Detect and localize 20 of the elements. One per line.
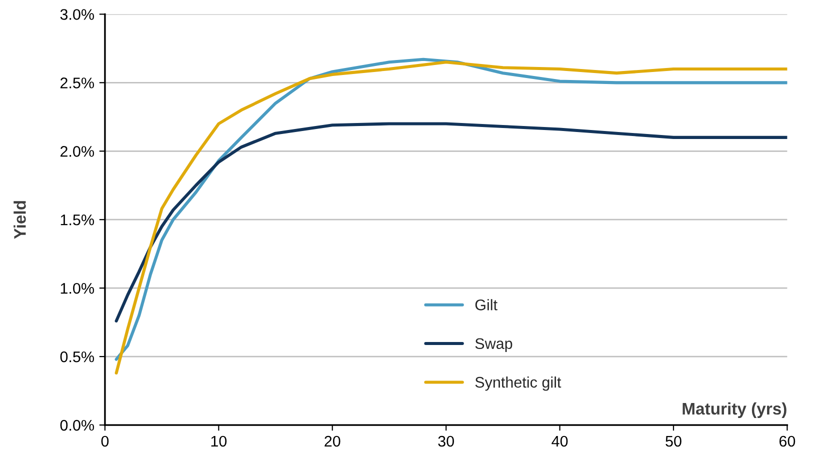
x-axis-title: Maturity (yrs) bbox=[682, 402, 786, 418]
legend-label: Gilt bbox=[475, 299, 498, 310]
y-tick-label: 2.5% bbox=[60, 78, 94, 88]
y-axis-title: Yield bbox=[14, 201, 26, 239]
y-tick-label: 3.0% bbox=[60, 9, 94, 20]
legend-label: Synthetic gilt bbox=[475, 376, 562, 391]
y-tick-label: 0.5% bbox=[60, 351, 94, 362]
x-tick-label: 60 bbox=[779, 436, 796, 447]
y-tick-label: 1.0% bbox=[60, 282, 94, 294]
y-tick-label: 1.5% bbox=[60, 214, 94, 226]
y-tick-label: 2.0% bbox=[60, 146, 94, 157]
x-tick-label: 20 bbox=[324, 436, 340, 447]
x-tick-label: 10 bbox=[211, 436, 227, 447]
y-tick-label: 0.0% bbox=[60, 420, 94, 431]
x-tick-label: 30 bbox=[438, 436, 454, 447]
x-tick-label: 40 bbox=[552, 436, 568, 447]
line-series bbox=[114, 122, 788, 322]
x-tick-label: 50 bbox=[666, 436, 682, 447]
legend-label: Swap bbox=[475, 338, 512, 352]
x-tick-label: 0 bbox=[101, 436, 109, 447]
